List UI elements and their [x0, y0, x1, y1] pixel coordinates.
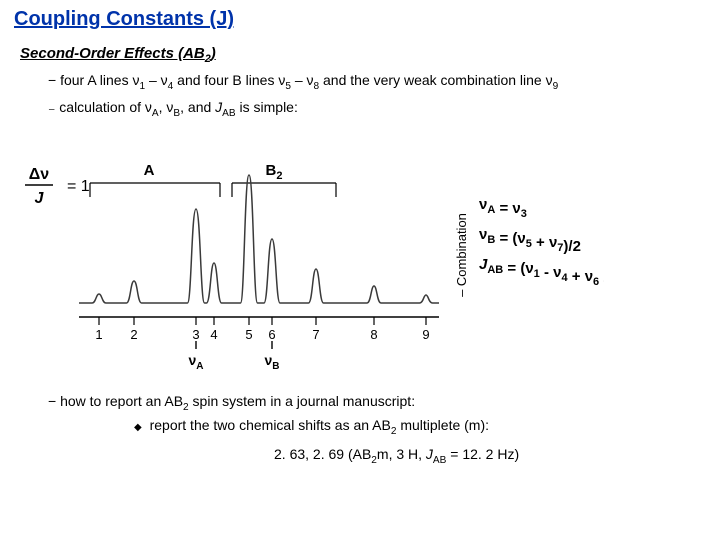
- svg-text:4: 4: [210, 327, 217, 342]
- page-title: Coupling Constants (J): [14, 8, 706, 31]
- svg-text:5: 5: [245, 327, 252, 342]
- svg-text:8: 8: [370, 327, 377, 342]
- svg-text:= 1: = 1: [67, 178, 90, 195]
- svg-text:νA = ν3: νA = ν3: [479, 196, 527, 220]
- svg-text:B2: B2: [266, 162, 283, 182]
- svg-text:νB: νB: [264, 352, 279, 372]
- svg-text:J: J: [35, 190, 45, 207]
- svg-text:2: 2: [130, 327, 137, 342]
- bullet-line-1: four A lines ν1 – ν4 and four B lines ν5…: [48, 71, 706, 94]
- svg-text:νA: νA: [188, 352, 203, 372]
- svg-text:7: 7: [312, 327, 319, 342]
- footer-bullet-1: − how to report an AB2 spin system in a …: [48, 393, 706, 413]
- subtitle: Second-Order Effects (AB2): [20, 45, 706, 65]
- spectrum-diagram: Δν J = 1 A B2 – Combination 1 2 34 5 6 7 8 9 νA νB νA = …: [24, 125, 604, 375]
- svg-text:9: 9: [422, 327, 429, 342]
- svg-text:Δν: Δν: [29, 166, 50, 183]
- svg-text:6: 6: [268, 327, 275, 342]
- example-line: 2. 63, 2. 69 (AB2m, 3 H, JAB = 12. 2 Hz): [274, 446, 706, 466]
- svg-text:νB = (ν5 + ν7)/2: νB = (ν5 + ν7)/2: [479, 226, 581, 255]
- svg-text:1: 1: [95, 327, 102, 342]
- footer-bullet-2: report the two chemical shifts as an AB2…: [134, 417, 706, 437]
- svg-text:JAB = (ν1 - ν4 + ν6 - ν8 ) /: JAB = (ν1 - ν4 + ν6 - ν8 ) / 3: [479, 256, 604, 293]
- svg-text:– Combination: – Combination: [454, 213, 469, 297]
- svg-text:3: 3: [192, 327, 199, 342]
- bullet-line-2: calculation of νA, νB, and JAB is simple…: [48, 98, 706, 121]
- svg-text:A: A: [144, 162, 155, 179]
